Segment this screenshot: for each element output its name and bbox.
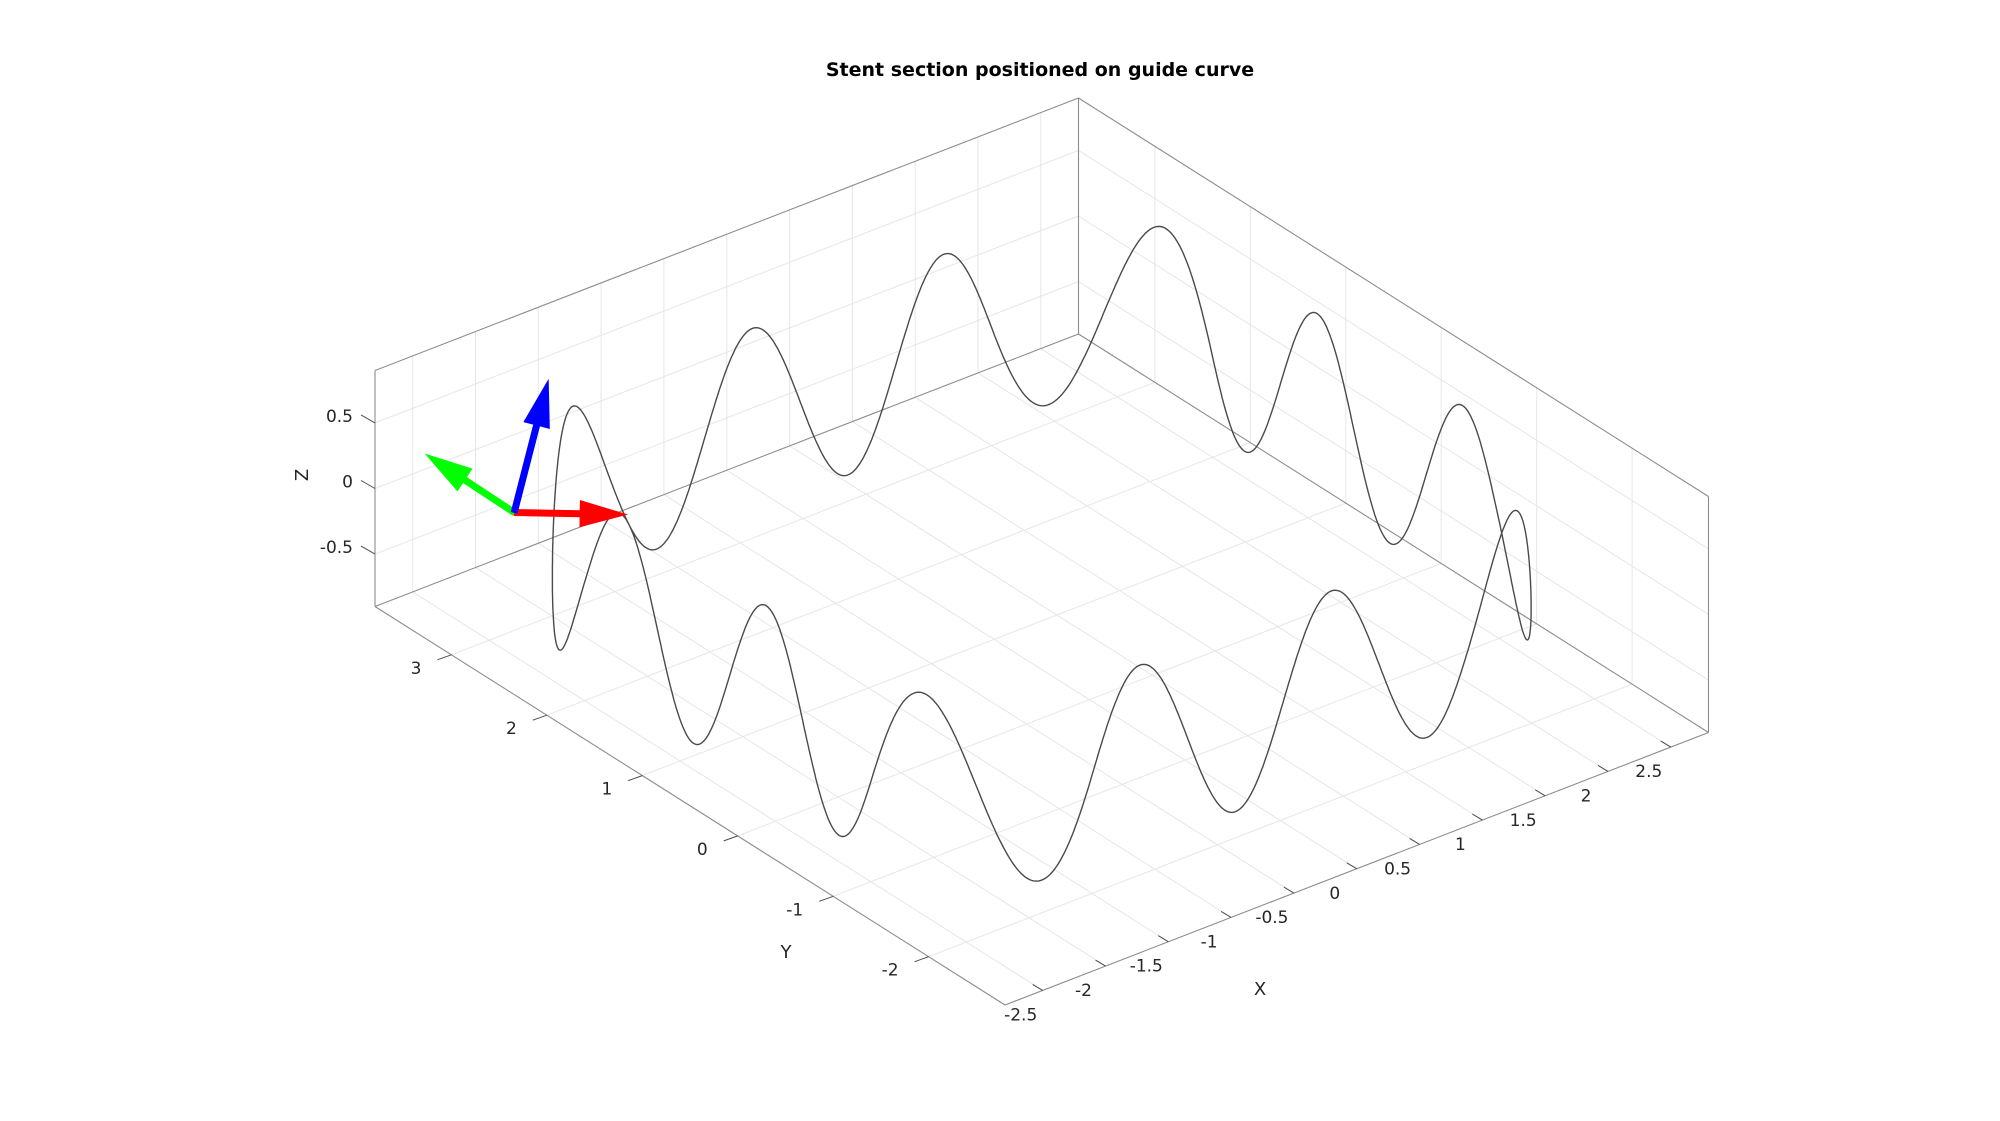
x-tick-label: 2.5: [1635, 762, 1662, 782]
x-tick-label: -1: [1201, 932, 1218, 952]
x-tick-label: -0.5: [1255, 908, 1288, 928]
grid-line-floor-y: [546, 442, 1251, 716]
grid-line-floor-y: [928, 683, 1633, 958]
grid-line-side-z: [1078, 149, 1709, 550]
x-tick-label: 1: [1455, 835, 1466, 855]
y-tick-mark: [437, 654, 452, 661]
x-tick-label: -2: [1075, 981, 1092, 1001]
grid-line-back-z: [374, 149, 1079, 424]
tick-labels: -2.5 -2 -1.5 -1 -0.5 0 0.5 1 1.5 2 2.5 -2 -1 0 1 2 3 -0.5…: [320, 407, 1672, 1025]
grid-line-floor-x: [475, 567, 1106, 967]
y-axis-label: Y: [780, 942, 793, 963]
x-tick-mark: [1158, 935, 1169, 943]
grid-line-side-z: [1078, 215, 1709, 615]
curve-layer: [551, 225, 1532, 882]
y-tick-mark: [628, 775, 643, 782]
y-tick-label: -2: [882, 961, 899, 981]
y-tick-mark: [914, 956, 929, 963]
frame-triad: [424, 378, 629, 528]
x-tick-label: 0.5: [1384, 859, 1411, 879]
axes-box: [374, 97, 1710, 1006]
x-tick-mark: [1472, 813, 1483, 821]
x-tick-label: 1.5: [1510, 811, 1537, 831]
x-tick-label: -2.5: [1004, 1005, 1037, 1025]
y-tick-label: 2: [506, 719, 517, 739]
y-tick-label: 1: [601, 780, 612, 800]
chart-title: Stent section positioned on guide curve: [826, 59, 1254, 81]
x-tick-mark: [1660, 740, 1672, 748]
y-tick-label: 0: [697, 840, 708, 860]
z-tick-mark: [360, 414, 376, 424]
triad-arrow-x: [513, 500, 629, 528]
y-tick-label: 3: [411, 659, 422, 679]
x-tick-label: -1.5: [1130, 957, 1163, 977]
x-tick-mark: [1409, 837, 1420, 845]
grid-line-floor-y: [833, 623, 1537, 897]
z-tick-label: 0: [342, 473, 353, 493]
axes-box-edge: [374, 97, 1079, 372]
grid-line-floor-x: [789, 445, 1420, 845]
z-tick-mark: [360, 480, 376, 489]
grid-line-floor-x: [538, 542, 1169, 943]
x-tick-mark: [1534, 789, 1546, 797]
z-tick-label: 0.5: [326, 407, 353, 427]
x-tick-mark: [1346, 862, 1358, 870]
grid-line-floor-y: [642, 502, 1346, 777]
axes-box-edge: [374, 333, 1079, 608]
grid-lines: [374, 112, 1709, 991]
x-tick-label: 2: [1581, 786, 1592, 806]
x-tick-mark: [1095, 959, 1106, 967]
grid-line-floor-x: [663, 494, 1295, 894]
x-tick-label: 0: [1329, 884, 1340, 904]
y-tick-label: -1: [786, 900, 803, 920]
x-tick-mark: [1220, 910, 1232, 918]
y-tick-mark: [532, 714, 547, 721]
axes-box-edge: [1078, 97, 1709, 497]
triad-arrow-z: [510, 378, 550, 514]
grid-line-floor-x: [852, 421, 1483, 821]
axes-box-edge: [374, 606, 1006, 1006]
x-tick-mark: [1597, 764, 1609, 772]
guide-curve-line: [551, 225, 1532, 882]
z-tick-mark: [360, 545, 376, 555]
grid-line-floor-x: [412, 591, 1043, 991]
y-tick-mark: [723, 835, 738, 842]
y-tick-mark: [819, 895, 834, 902]
grid-line-floor-y: [737, 562, 1442, 837]
grid-line-floor-x: [977, 372, 1609, 772]
x-tick-mark: [1032, 983, 1043, 991]
x-axis-label: X: [1254, 979, 1266, 1000]
grid-line-floor-x: [1040, 348, 1672, 748]
triad-arrow-y: [424, 453, 517, 516]
grid-line-floor-x: [600, 518, 1232, 918]
grid-line-back-z: [374, 281, 1079, 555]
axes-box-edge: [1078, 333, 1709, 733]
z-tick-label: -0.5: [320, 538, 353, 558]
grid-line-side-z: [1078, 281, 1709, 681]
grid-line-floor-x: [914, 396, 1546, 797]
grid-line-floor-y: [451, 381, 1156, 656]
z-axis-label: Z: [292, 469, 313, 481]
x-tick-mark: [1283, 886, 1295, 894]
grid-line-floor-x: [726, 469, 1358, 870]
